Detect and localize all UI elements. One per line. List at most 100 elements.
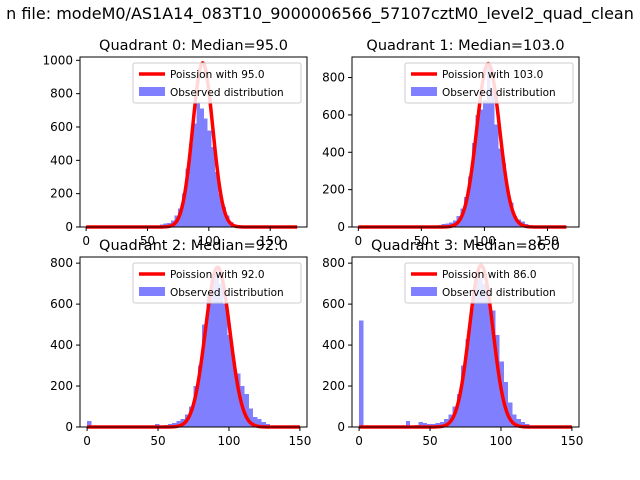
legend-hist-label: Observed distribution <box>170 287 284 299</box>
histogram-bar <box>185 168 190 227</box>
histogram-bar <box>206 293 211 427</box>
histogram-bar <box>181 193 186 227</box>
x-tick-label: 150 <box>536 234 559 248</box>
x-tick-label: 100 <box>490 434 513 448</box>
subplot-title: Quadrant 2: Median=92.0 <box>99 238 288 254</box>
histogram-bar <box>261 421 266 427</box>
histogram-bar <box>439 421 445 427</box>
y-tick-label: 400 <box>50 153 73 167</box>
subplot-title: Quadrant 0: Median=95.0 <box>99 38 288 54</box>
histogram-bar <box>214 275 220 427</box>
histogram-bar <box>505 189 510 227</box>
histogram-bar <box>509 202 514 227</box>
y-tick-label: 800 <box>50 87 73 101</box>
histogram-bar <box>508 402 513 427</box>
x-tick-label: 100 <box>473 234 496 248</box>
legend-fit-label: Poission with 103.0 <box>442 69 543 81</box>
histogram-bar <box>495 334 500 427</box>
x-tick-label: 150 <box>560 434 583 448</box>
histogram-bar <box>203 118 208 227</box>
y-tick-label: 600 <box>322 297 345 311</box>
histogram-bar <box>468 176 472 227</box>
subplot-quadrant-2: 0 50 100 150 0 200 400 600 800 Quadrant 2: Median… <box>50 238 311 448</box>
legend-hist-swatch <box>411 287 437 296</box>
axes-frame <box>79 56 308 228</box>
y-tick-label: 400 <box>322 338 345 352</box>
histogram-bar <box>456 394 462 427</box>
histogram-bar <box>189 143 193 227</box>
histogram-bar <box>478 277 483 427</box>
y-tick-label: 800 <box>322 71 345 85</box>
histogram-bar <box>405 420 411 427</box>
histogram-bar <box>494 124 499 227</box>
histogram-bar <box>513 215 518 227</box>
subplot-title: Quadrant 3: Median=86.0 <box>371 238 560 254</box>
legend-hist-swatch <box>139 287 165 296</box>
y-tick-label: 600 <box>50 120 73 134</box>
histogram-bar <box>222 207 227 227</box>
histogram-bar <box>359 320 364 427</box>
y-tick-label: 400 <box>50 338 73 352</box>
subplot-quadrant-3: 0 50 100 150 0 200 400 600 800 Quadrant 3: Median… <box>322 238 583 448</box>
histogram-bar <box>498 148 503 227</box>
y-tick-label: 600 <box>50 297 73 311</box>
histogram-bar <box>176 420 181 427</box>
histogram-bar <box>464 197 469 227</box>
legend-box <box>404 62 574 104</box>
histogram-bar <box>219 283 224 427</box>
histogram-bar <box>218 193 223 227</box>
x-tick-label: 100 <box>197 234 220 248</box>
histogram-bar <box>211 147 215 227</box>
histogram-bar <box>210 279 215 427</box>
histogram-bar <box>486 66 491 227</box>
legend-hist-label: Observed distribution <box>170 87 284 99</box>
histogram-bar <box>471 142 476 227</box>
y-tick-label: 0 <box>337 220 345 234</box>
legend: Poission with 92.0 Observed distribution <box>132 262 302 304</box>
histogram-bar <box>197 365 203 427</box>
histogram-bar <box>202 324 207 427</box>
histogram-bar <box>469 308 475 427</box>
axes-frame <box>351 256 580 428</box>
x-tick-label: 50 <box>414 234 429 248</box>
histogram-bar <box>520 421 526 427</box>
x-tick-label: 100 <box>218 434 241 448</box>
legend-hist-swatch <box>139 87 165 96</box>
y-tick-label: 800 <box>322 256 345 270</box>
legend: Poission with 103.0 Observed distribution <box>404 62 574 104</box>
histogram-bar <box>490 90 495 227</box>
histogram-bar <box>465 338 470 427</box>
legend-fit-label: Poission with 95.0 <box>170 69 265 81</box>
y-tick-label: 800 <box>50 256 73 270</box>
histogram-bar <box>502 163 506 227</box>
histogram-bar <box>87 420 92 427</box>
histogram-bar <box>435 422 440 427</box>
histogram-bar <box>244 394 249 427</box>
figure-suptitle: n file: modeM0/AS1A14_083T10_9000006566_… <box>6 4 634 23</box>
x-tick-label: 50 <box>140 234 155 248</box>
legend-hist-label: Observed distribution <box>442 287 556 299</box>
legend-hist-swatch <box>411 87 437 96</box>
histogram-bar <box>248 408 254 427</box>
y-tick-label: 200 <box>322 379 345 393</box>
subplot-quadrant-0: 0 50 100 150 0 200 400 600 800 1000 Quadrant 0: Me… <box>42 38 308 248</box>
histogram-bar <box>475 114 480 227</box>
y-tick-label: 200 <box>50 187 73 201</box>
histogram-bar <box>491 310 496 427</box>
y-tick-label: 1000 <box>42 53 73 67</box>
histogram-bar <box>461 365 466 427</box>
legend: Poission with 95.0 Observed distribution <box>132 62 302 104</box>
histogram-bar <box>193 386 198 427</box>
legend-box <box>132 262 302 304</box>
histogram-bar <box>483 99 487 227</box>
x-tick-label: 150 <box>259 234 282 248</box>
x-tick-label: 0 <box>83 434 91 448</box>
histogram-bar <box>418 421 423 427</box>
histogram-bar <box>512 414 517 427</box>
histogram-bar <box>214 172 219 227</box>
y-tick-label: 0 <box>65 420 73 434</box>
histogram-bar <box>200 108 204 227</box>
histogram-bar <box>231 361 237 427</box>
x-tick-label: 50 <box>150 434 165 448</box>
